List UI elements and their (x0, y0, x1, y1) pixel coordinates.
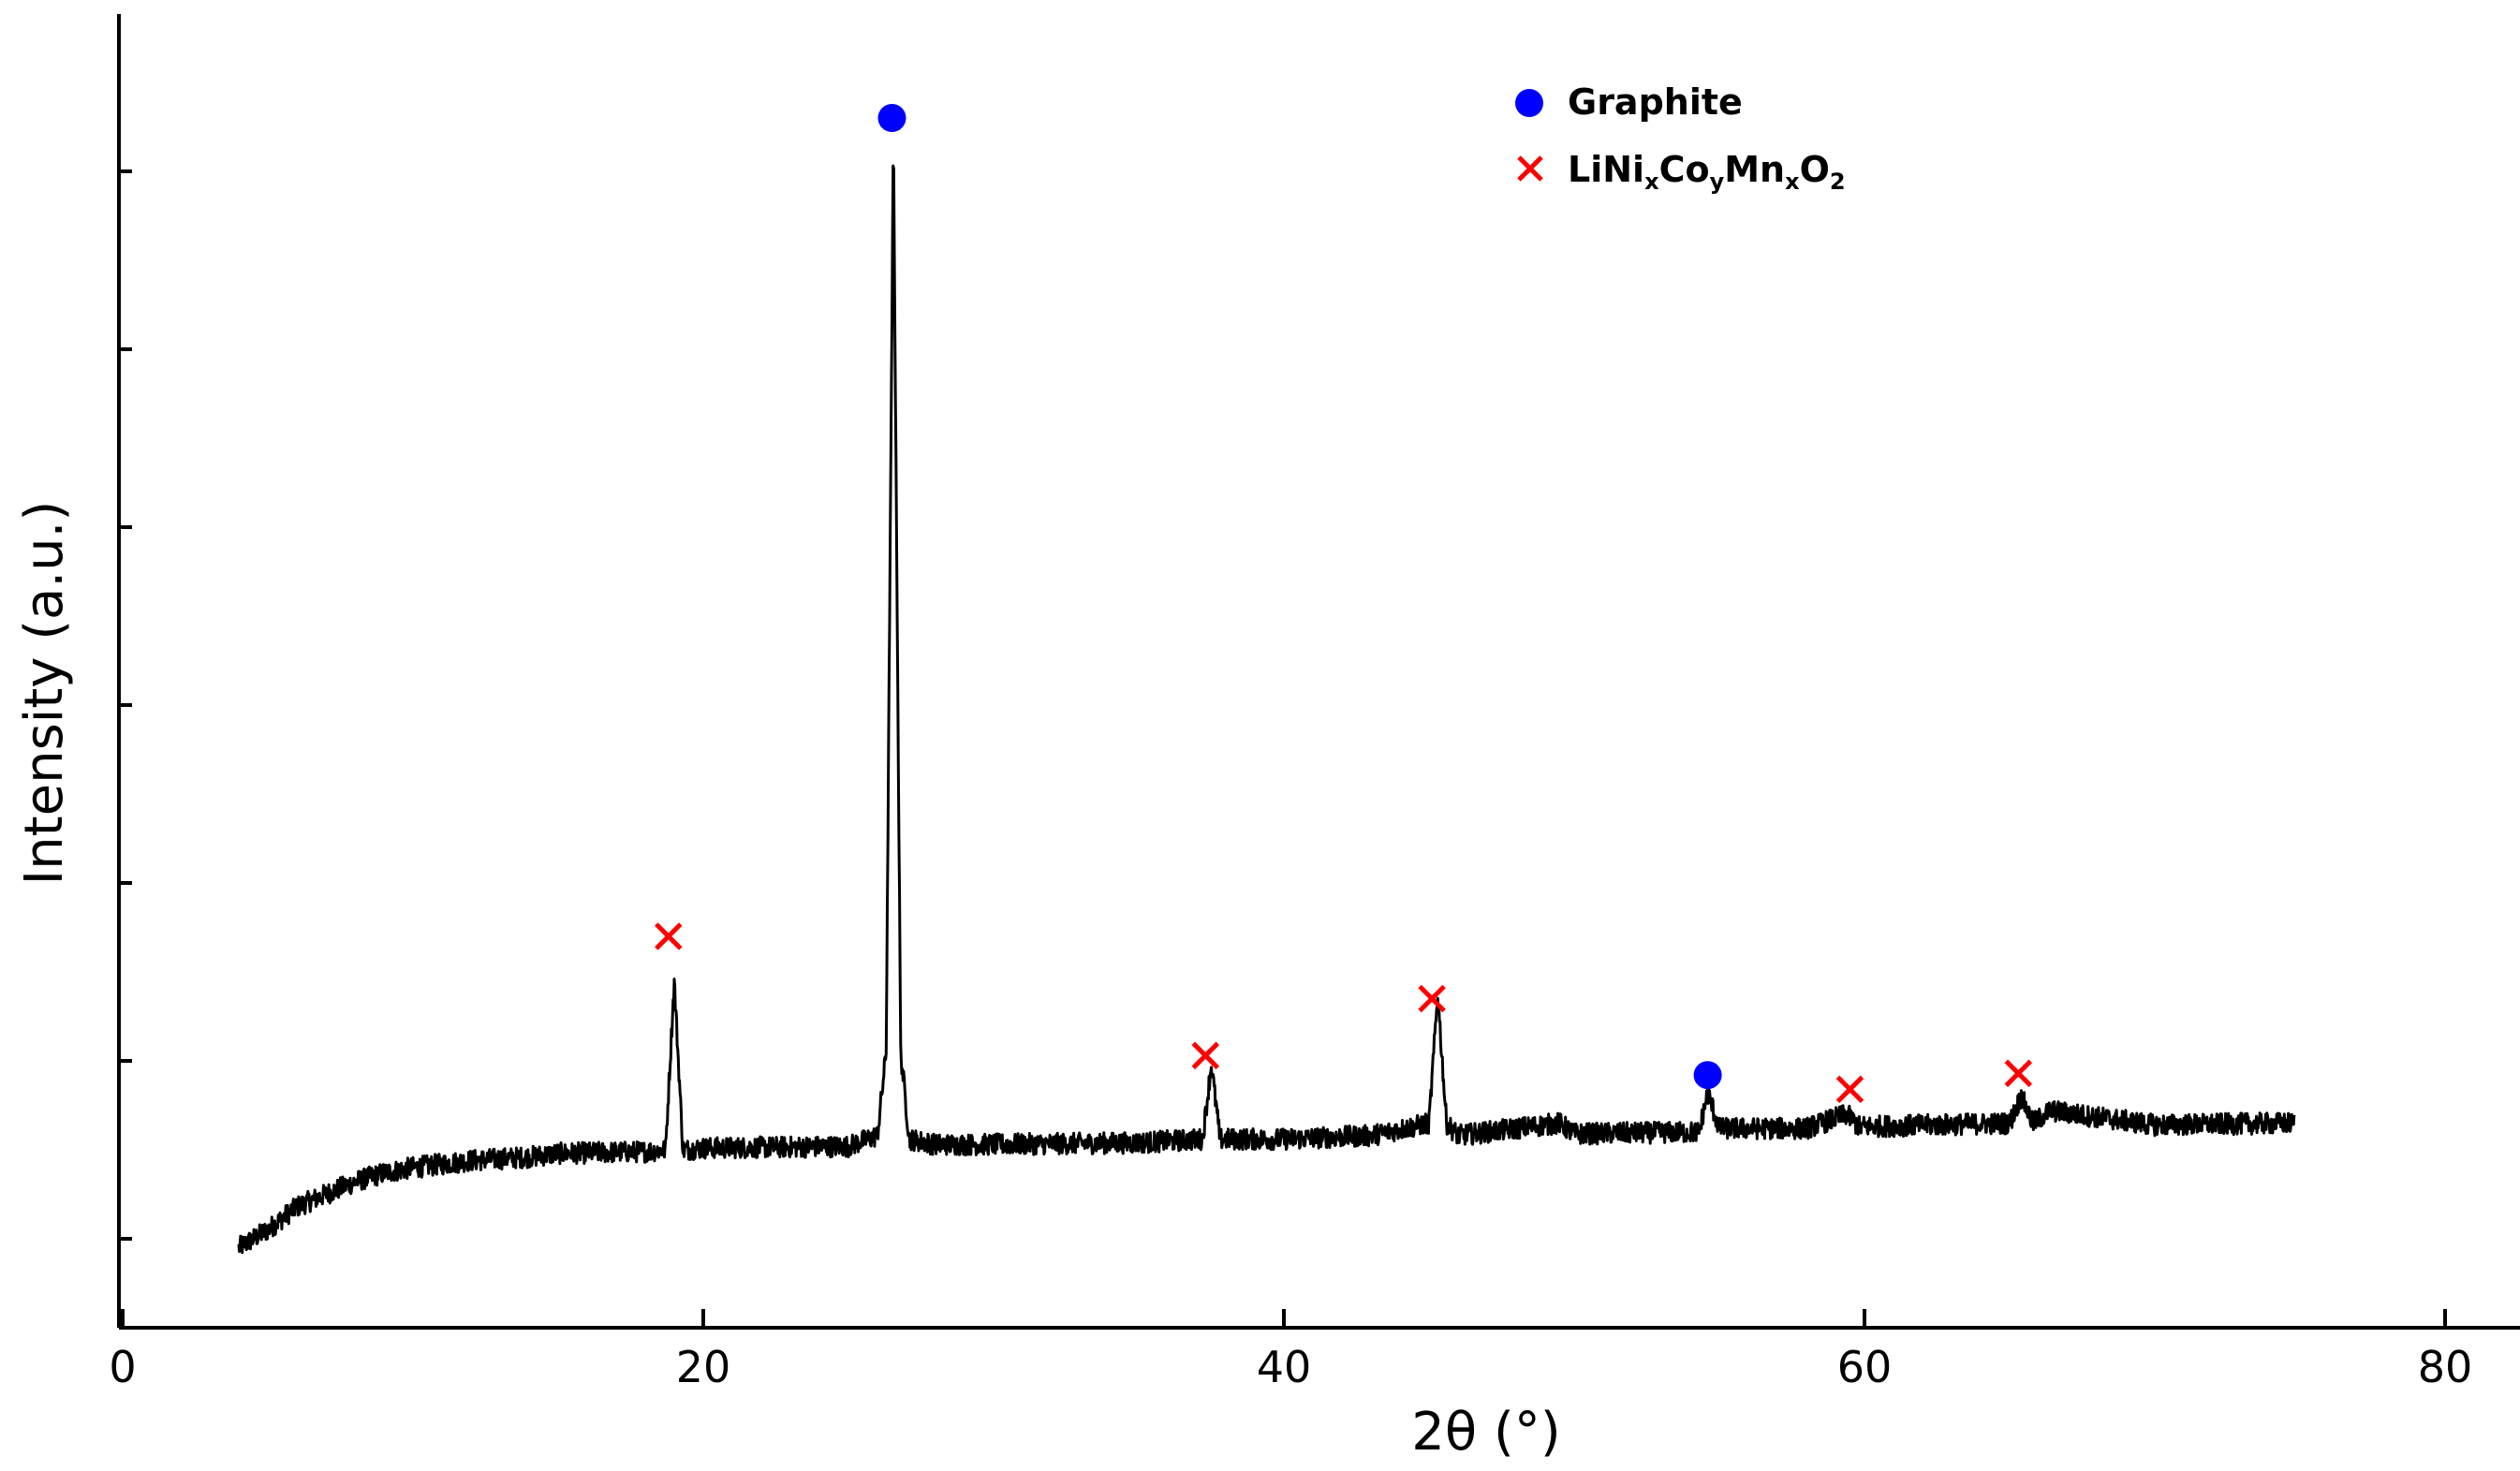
graphite-peak-marker (1693, 1061, 1722, 1090)
legend-nmc-label: LiNixCoyMnxO2 (1568, 149, 1846, 195)
x-tick-label: 20 (676, 1342, 731, 1392)
x-tick-label: 60 (1837, 1342, 1893, 1392)
nmc-peak-marker (1835, 1075, 1864, 1104)
series-line-0 (237, 164, 2296, 1255)
x-tick-label: 0 (109, 1342, 136, 1392)
legend: Graphite LiNixCoyMnxO2 (1515, 81, 1846, 195)
nmc-peak-marker (655, 922, 683, 950)
graphite-peak-marker (877, 104, 906, 132)
legend-nmc-marker (1517, 155, 1543, 182)
marker-layer (655, 104, 2033, 1104)
x-axis-title: 2θ (°) (1411, 1402, 1560, 1463)
nmc-peak-marker (2004, 1059, 2033, 1088)
x-tick-label: 40 (1257, 1342, 1312, 1392)
x-tick-label: 80 (2418, 1342, 2473, 1392)
legend-graphite-marker (1515, 89, 1543, 117)
y-axis-title: Intensity (a.u.) (14, 501, 75, 886)
nmc-peak-marker (1418, 984, 1446, 1013)
legend-graphite-label: Graphite (1568, 81, 1743, 123)
axes: 0 20 40 60 80 (109, 14, 2520, 1392)
nmc-peak-marker (1191, 1041, 1220, 1070)
series-layer (237, 164, 2296, 1255)
